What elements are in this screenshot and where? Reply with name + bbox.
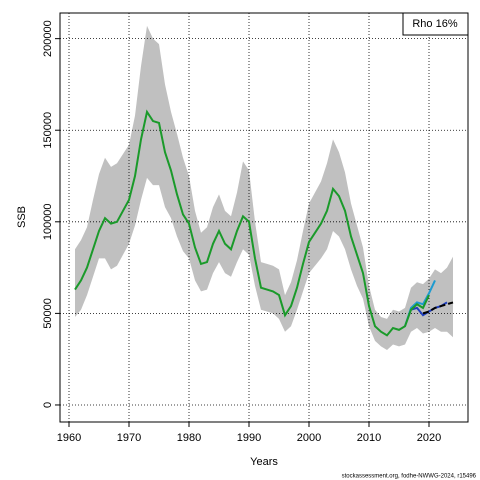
- y-tick-label: 200000: [42, 20, 54, 57]
- x-tick-label: 1960: [57, 432, 81, 444]
- x-tick-label: 1980: [177, 432, 201, 444]
- x-tick-label: 1970: [117, 432, 141, 444]
- footer: stockassessment.org, fodhe-NWWG-2024, r1…: [342, 474, 477, 480]
- x-axis-label: Years: [250, 456, 278, 468]
- annotation-box: [402, 12, 469, 36]
- y-tick-label: 0: [42, 402, 54, 408]
- plot-frame: [59, 12, 469, 423]
- series-line: [74, 109, 430, 337]
- y-tick-label: 100000: [42, 203, 54, 240]
- x-tick-label: 1990: [237, 432, 261, 444]
- x-tick-label: 2010: [357, 432, 381, 444]
- y-axis-label: SSB: [16, 206, 28, 228]
- x-tick-label: 2020: [417, 432, 441, 444]
- y-tick-label: 50000: [42, 298, 54, 329]
- confidence-band: [75, 25, 453, 351]
- series-line: [422, 301, 454, 315]
- annotation: Rho 16%: [412, 18, 457, 30]
- x-tick-label: 2000: [297, 432, 321, 444]
- y-tick-label: 150000: [42, 112, 54, 149]
